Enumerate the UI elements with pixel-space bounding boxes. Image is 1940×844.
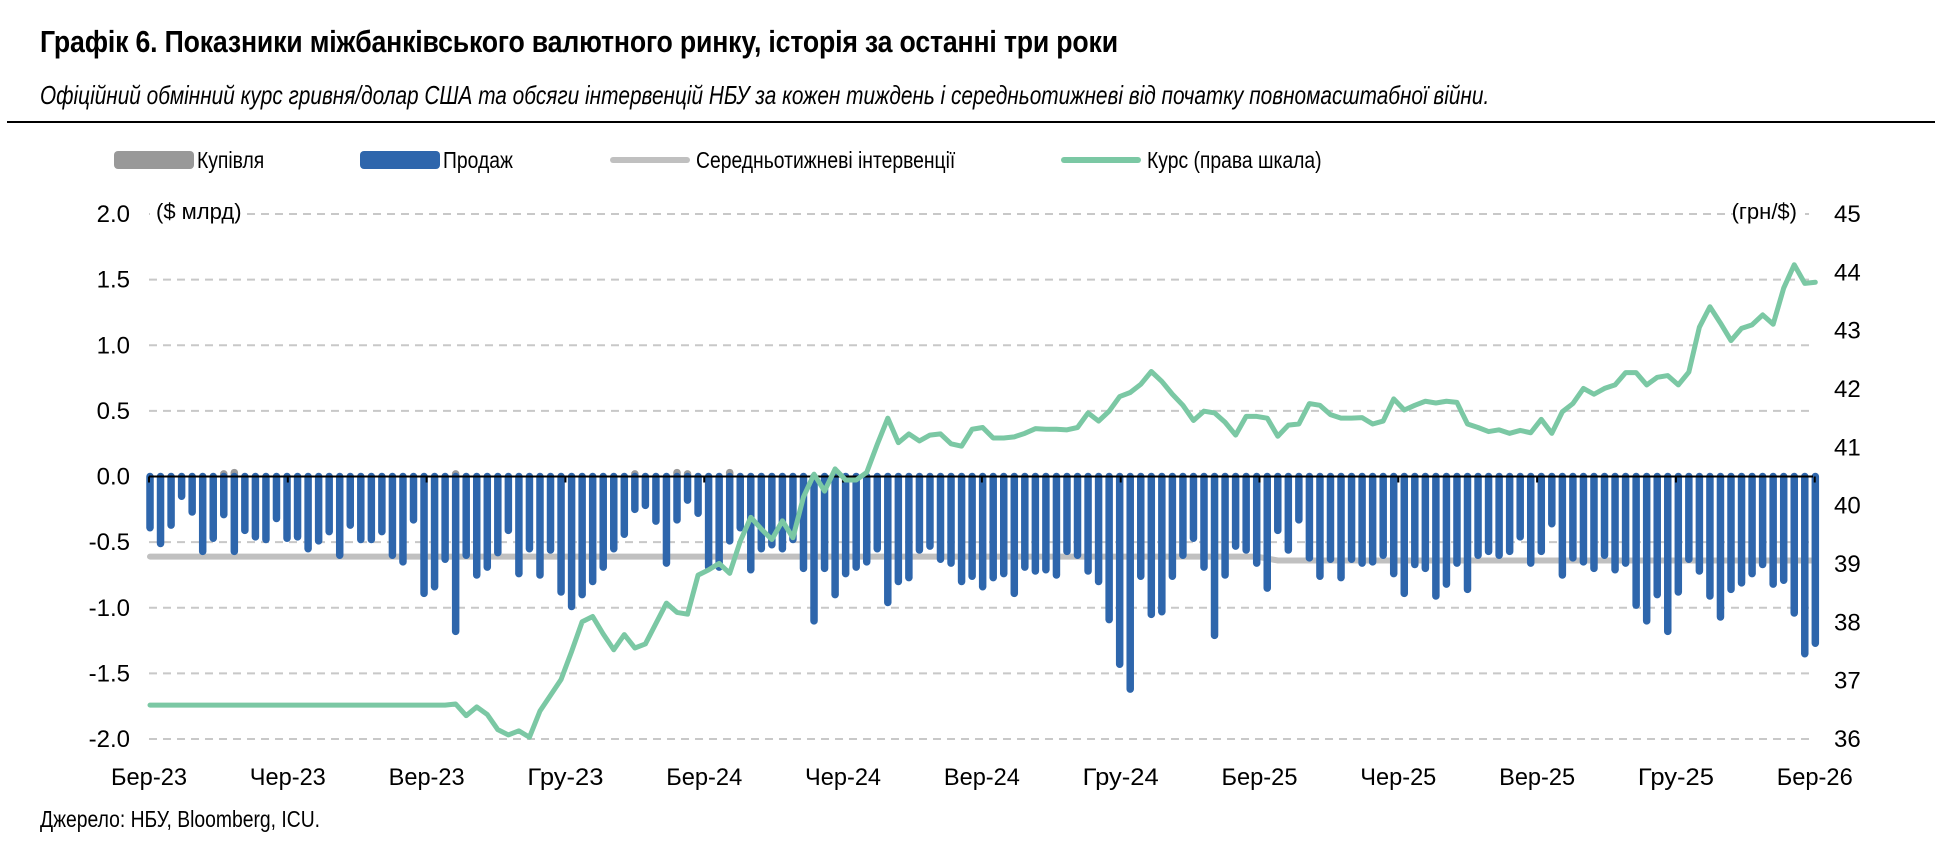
y2-tick-label: 41 (1834, 434, 1861, 461)
y2-axis-unit-label: (грн/$) (1732, 199, 1797, 224)
y2-tick-label: 40 (1834, 493, 1861, 520)
x-tick-label: Чер-24 (805, 764, 881, 791)
x-tick-label: Вер-24 (944, 764, 1020, 791)
x-tick-label: Чер-25 (1360, 764, 1436, 791)
legend-item-avg: Середньотижневі інтервенції (610, 146, 1005, 173)
x-tick-label: Бер-26 (1777, 764, 1853, 791)
legend-swatch-rate (1061, 157, 1141, 163)
y-tick-label: 2.0 (97, 201, 130, 228)
y-tick-label: -1.5 (89, 660, 130, 687)
title-divider (7, 121, 1935, 123)
x-axis (148, 475, 1816, 483)
legend-item-buy: Купівля (114, 146, 277, 173)
y2label-mask (1735, 200, 1805, 228)
y2-tick-label: 36 (1834, 726, 1861, 753)
legend-swatch-avg (610, 157, 690, 163)
legend-item-sell: Продаж (360, 146, 526, 173)
chart-title: Графік 6. Показники міжбанківського валю… (40, 24, 1118, 59)
legend-label-rate: Курс (права шкала) (1147, 146, 1322, 173)
x-tick-label: Гру-24 (1083, 764, 1159, 791)
legend-swatch-buy (114, 151, 194, 169)
y-tick-label: -0.5 (89, 529, 130, 556)
axis-labels: 2.0 1.5 1.0 0.5 0.0 -0.5 -1.0 -1.5 -2.0 45 44 43 42 4… (89, 199, 1861, 791)
x-tick-label: Бер-25 (1221, 764, 1297, 791)
legend-swatch-sell (360, 151, 440, 169)
x-tick-label: Гру-25 (1638, 764, 1714, 791)
y-tick-label: 1.0 (97, 332, 130, 359)
ylabel-mask (150, 200, 245, 228)
y2-tick-label: 38 (1834, 609, 1861, 636)
x-tick-label: Вер-25 (1499, 764, 1575, 791)
y-tick-label: 0.5 (97, 398, 130, 425)
source-note: Джерело: НБУ, Bloomberg, ICU. (40, 806, 321, 832)
y-tick-label: -1.0 (89, 595, 130, 622)
x-tick-label: Бер-23 (111, 764, 187, 791)
legend-label-sell: Продаж (443, 146, 513, 173)
chart-subtitle: Офіційний обмінний курс гривня/долар США… (40, 80, 1490, 110)
x-tick-label: Бер-24 (666, 764, 742, 791)
bar-series (146, 468, 1820, 693)
legend-label-avg: Середньотижневі інтервенції (696, 146, 956, 173)
y-tick-label: -2.0 (89, 726, 130, 753)
x-tick-label: Вер-23 (389, 764, 465, 791)
y2-tick-label: 42 (1834, 376, 1861, 403)
rate-line (147, 262, 1818, 740)
y2-tick-label: 39 (1834, 551, 1861, 578)
y-axis-unit-label: ($ млрд) (156, 199, 242, 224)
legend-item-rate: Курс (права шкала) (1061, 146, 1355, 173)
x-tick-label: Гру-23 (527, 764, 603, 791)
y2-tick-label: 43 (1834, 318, 1861, 345)
y2-tick-label: 45 (1834, 201, 1861, 228)
x-tick-label: Чер-23 (250, 764, 326, 791)
y2-tick-label: 37 (1834, 668, 1861, 695)
y2-tick-label: 44 (1834, 259, 1861, 286)
y-tick-label: 0.0 (97, 464, 130, 491)
legend-label-buy: Купівля (197, 146, 265, 173)
y-tick-label: 1.5 (97, 267, 130, 294)
rate-series (147, 262, 1818, 740)
grid-lines (149, 200, 1813, 740)
